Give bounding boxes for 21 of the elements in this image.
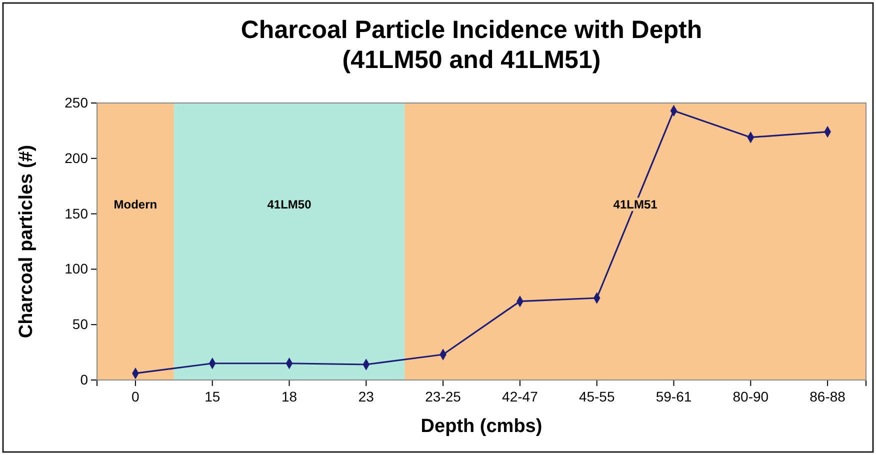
x-tick-label: 45-55	[578, 388, 615, 405]
x-tick-label: 23	[358, 388, 374, 405]
band-label: 41LM50	[267, 197, 312, 212]
y-tick-label: 200	[64, 150, 88, 166]
x-axis-title: Depth (cmbs)	[420, 416, 542, 437]
x-tick-label: 0	[132, 388, 140, 405]
y-tick-label: 100	[64, 260, 88, 277]
y-tick-label: 0	[80, 371, 88, 388]
y-tick-label: 150	[64, 205, 88, 222]
x-tick-label: 15	[204, 388, 220, 405]
x-tick-label: 59-61	[656, 388, 692, 405]
y-tick-label: 50	[72, 316, 88, 332]
x-tick-label: 42-47	[502, 388, 538, 405]
y-tick-label: 250	[64, 94, 88, 110]
x-tick-label: 80-90	[732, 388, 769, 405]
y-axis-title: Charcoal particles (#)	[16, 144, 37, 338]
chart-title: Charcoal Particle Incidence with Depth (41LM50 and 41LM51)	[240, 16, 702, 74]
band-label: Modern	[114, 197, 158, 212]
x-tick-label: 23-25	[425, 388, 462, 405]
x-tick-label: 18	[281, 388, 298, 405]
x-tick-label: 86-88	[810, 388, 846, 405]
